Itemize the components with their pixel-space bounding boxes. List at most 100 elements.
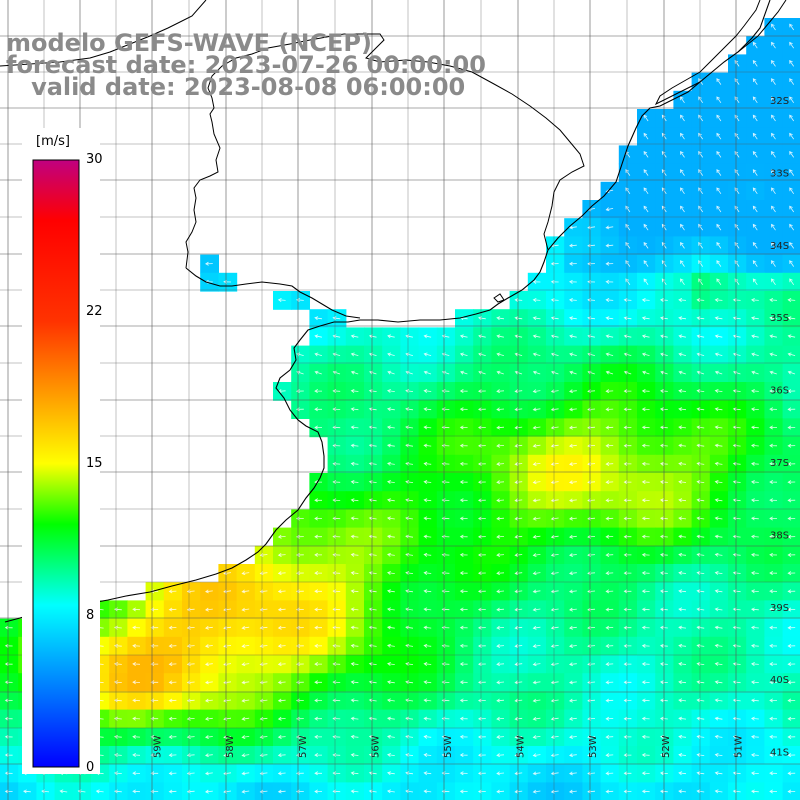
- wind-arrow: [186, 734, 195, 739]
- wind-arrow: [787, 680, 796, 685]
- wind-arrow: [569, 625, 577, 630]
- wind-arrow: [696, 734, 705, 739]
- lon-label: 59W: [153, 735, 164, 758]
- wind-arrow: [132, 698, 141, 703]
- wind-arrow: [496, 516, 505, 521]
- wind-arrow: [732, 734, 741, 739]
- wind-arrow: [241, 771, 250, 776]
- wind-arrow: [569, 789, 577, 794]
- wind-arrow: [787, 498, 796, 503]
- wind-arrow: [514, 425, 523, 430]
- wind-arrow: [350, 607, 359, 612]
- wind-arrow: [752, 96, 758, 104]
- wind-arrow: [569, 607, 577, 612]
- wind-arrow: [277, 298, 286, 303]
- wind-arrow: [771, 260, 776, 267]
- wind-arrow: [623, 389, 632, 394]
- wind-arrow: [550, 662, 559, 667]
- wind-arrow: [714, 607, 723, 612]
- wind-arrow: [350, 625, 359, 630]
- wind-arrow: [387, 534, 395, 539]
- wind-arrow: [751, 425, 759, 430]
- wind-arrow: [132, 607, 141, 612]
- wind-arrow: [696, 443, 705, 448]
- wind-arrow: [605, 607, 614, 612]
- wind-arrow: [696, 552, 705, 557]
- wind-arrow: [787, 389, 796, 394]
- wind-arrow: [714, 789, 723, 794]
- wind-arrow: [751, 789, 759, 794]
- wind-arrow: [716, 223, 722, 231]
- wind-arrow: [387, 370, 395, 375]
- wind-arrow: [186, 716, 195, 721]
- wind-arrow: [787, 662, 796, 667]
- wind-arrow: [605, 225, 614, 230]
- wind-arrow: [696, 334, 705, 339]
- wind-arrow: [732, 480, 741, 485]
- wind-arrow: [387, 716, 395, 721]
- wind-arrow: [569, 316, 577, 321]
- wind-arrow: [787, 698, 796, 703]
- wind-arrow: [732, 716, 741, 721]
- wind-arrow: [132, 643, 141, 648]
- wind-arrow: [496, 316, 505, 321]
- wind-arrow: [678, 625, 687, 630]
- wind-arrow: [550, 735, 559, 739]
- wind-arrow: [314, 425, 322, 430]
- wind-arrow: [769, 716, 778, 721]
- wind-arrow: [623, 734, 632, 739]
- wind-arrow: [459, 352, 468, 357]
- wind-arrow: [514, 771, 523, 776]
- wind-arrow: [789, 205, 795, 213]
- wind-arrow: [787, 716, 796, 721]
- wind-arrow: [678, 789, 687, 794]
- wind-arrow: [205, 698, 213, 703]
- colorbar-tick-22: 22: [86, 304, 103, 319]
- wind-arrow: [423, 552, 432, 557]
- wind-arrow: [550, 644, 559, 648]
- wind-arrow: [314, 516, 322, 521]
- wind-arrow: [387, 425, 395, 430]
- wind-arrow: [496, 734, 505, 739]
- wind-arrow: [623, 370, 632, 375]
- wind-arrow: [314, 407, 322, 412]
- wind-arrow: [423, 516, 432, 521]
- wind-arrow: [532, 644, 541, 648]
- wind-arrow: [532, 334, 541, 339]
- wind-arrow: [605, 534, 614, 539]
- wind-arrow: [350, 698, 359, 703]
- wind-arrow: [605, 316, 614, 321]
- wind-speed-cell: [782, 236, 800, 256]
- wind-arrow: [678, 389, 687, 393]
- wind-arrow: [478, 643, 486, 648]
- wind-arrow: [423, 389, 432, 394]
- wind-arrow: [751, 571, 759, 576]
- wind-arrow: [714, 316, 723, 321]
- wind-arrow: [514, 352, 523, 357]
- wind-arrow: [478, 516, 486, 521]
- wind-arrow: [696, 352, 705, 357]
- wind-arrow: [605, 425, 614, 430]
- wind-arrow: [496, 607, 505, 612]
- wind-arrow: [787, 552, 796, 557]
- wind-arrow: [514, 625, 523, 630]
- wind-arrow: [368, 480, 377, 484]
- wind-arrow: [550, 625, 559, 630]
- wind-arrow: [769, 352, 778, 357]
- wind-arrow: [4, 716, 13, 721]
- wind-arrow: [150, 789, 159, 794]
- wind-arrow: [769, 461, 778, 466]
- wind-arrow: [716, 132, 722, 140]
- lon-label: 53W: [588, 735, 599, 758]
- wind-arrow: [314, 316, 323, 321]
- wind-arrow: [368, 443, 377, 448]
- wind-arrow: [550, 261, 559, 266]
- wind-arrow: [186, 607, 195, 612]
- wind-arrow: [678, 552, 687, 557]
- wind-arrow: [168, 734, 177, 739]
- wind-arrow: [643, 205, 649, 213]
- wind-arrow: [714, 698, 723, 703]
- wind-arrow: [368, 716, 377, 721]
- wind-arrow: [714, 680, 723, 685]
- wind-arrow: [751, 370, 759, 375]
